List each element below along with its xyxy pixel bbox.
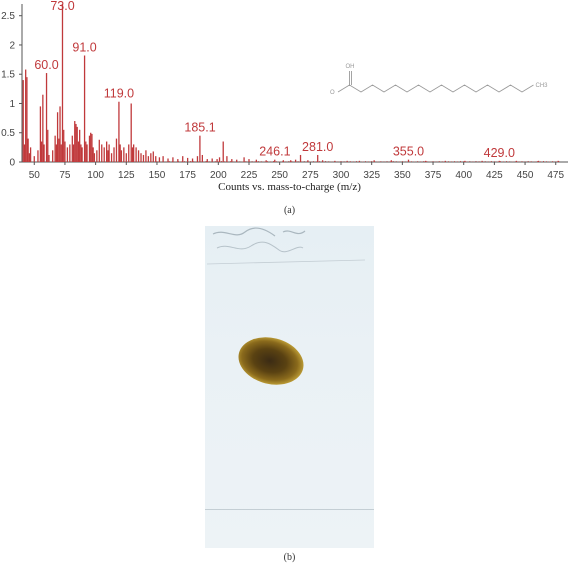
x-tick-label: 475 <box>547 170 564 181</box>
mass-spectrum-chart: 0 0.5 1 1.5 2 2.5 50 75 100 125 150 175 200 225 250 275… <box>1 0 568 181</box>
x-tick-label: 400 <box>455 170 472 181</box>
y-tick-label: 0 <box>9 158 15 169</box>
y-tick-label: 1 <box>9 99 15 110</box>
y-tick-label: 2.5 <box>1 11 15 22</box>
x-tick-label: 450 <box>517 170 534 181</box>
x-tick-label: 200 <box>210 170 227 181</box>
structure-label-o: O <box>330 90 335 96</box>
peak-label: 60.0 <box>34 58 58 72</box>
mass-spectrum-panel: 0 0.5 1 1.5 2 2.5 50 75 100 125 150 175 200 225 250 275… <box>0 0 579 200</box>
structure-label-ch3: CH3 <box>536 83 549 89</box>
y-tick-label: 2 <box>9 40 15 51</box>
tlc-spot <box>233 330 309 392</box>
x-tick-label: 75 <box>59 170 71 181</box>
y-tick-label: 0.5 <box>1 128 15 139</box>
structure-chain <box>337 84 534 93</box>
y-tick-label: 1.5 <box>1 70 15 81</box>
peak-label: 355.0 <box>393 145 424 159</box>
x-tick-label: 325 <box>363 170 380 181</box>
caption-a: (a) <box>283 205 296 216</box>
peak-label: 429.0 <box>484 146 515 160</box>
x-tick-label: 100 <box>87 170 104 181</box>
x-tick-label: 50 <box>29 170 41 181</box>
x-tick-label: 275 <box>302 170 319 181</box>
peak-label: 185.1 <box>184 121 215 135</box>
peak-label: 119.0 <box>104 87 134 101</box>
x-tick-label: 225 <box>241 170 258 181</box>
tlc-baseline <box>205 509 374 510</box>
x-tick-label: 300 <box>333 170 350 181</box>
tlc-handwriting-marks <box>206 227 366 265</box>
tlc-plate-photo <box>205 226 374 548</box>
x-tick-label: 150 <box>149 170 166 181</box>
peak-label: 281.0 <box>302 140 333 154</box>
x-tick-label: 375 <box>425 170 442 181</box>
x-tick-label: 175 <box>179 170 196 181</box>
x-tick-label: 425 <box>486 170 503 181</box>
x-axis-label: Counts vs. mass-to-charge (m/z) <box>218 181 361 193</box>
x-tick-label: 125 <box>118 170 135 181</box>
caption-b: (b) <box>283 552 296 563</box>
x-tick-label: 350 <box>394 170 411 181</box>
peak-label: 73.0 <box>50 0 74 13</box>
structure-label-oh: OH <box>346 64 355 70</box>
x-tick-label: 250 <box>271 170 288 181</box>
peak-label: 91.0 <box>72 40 96 54</box>
peak-label: 246.1 <box>259 145 290 159</box>
